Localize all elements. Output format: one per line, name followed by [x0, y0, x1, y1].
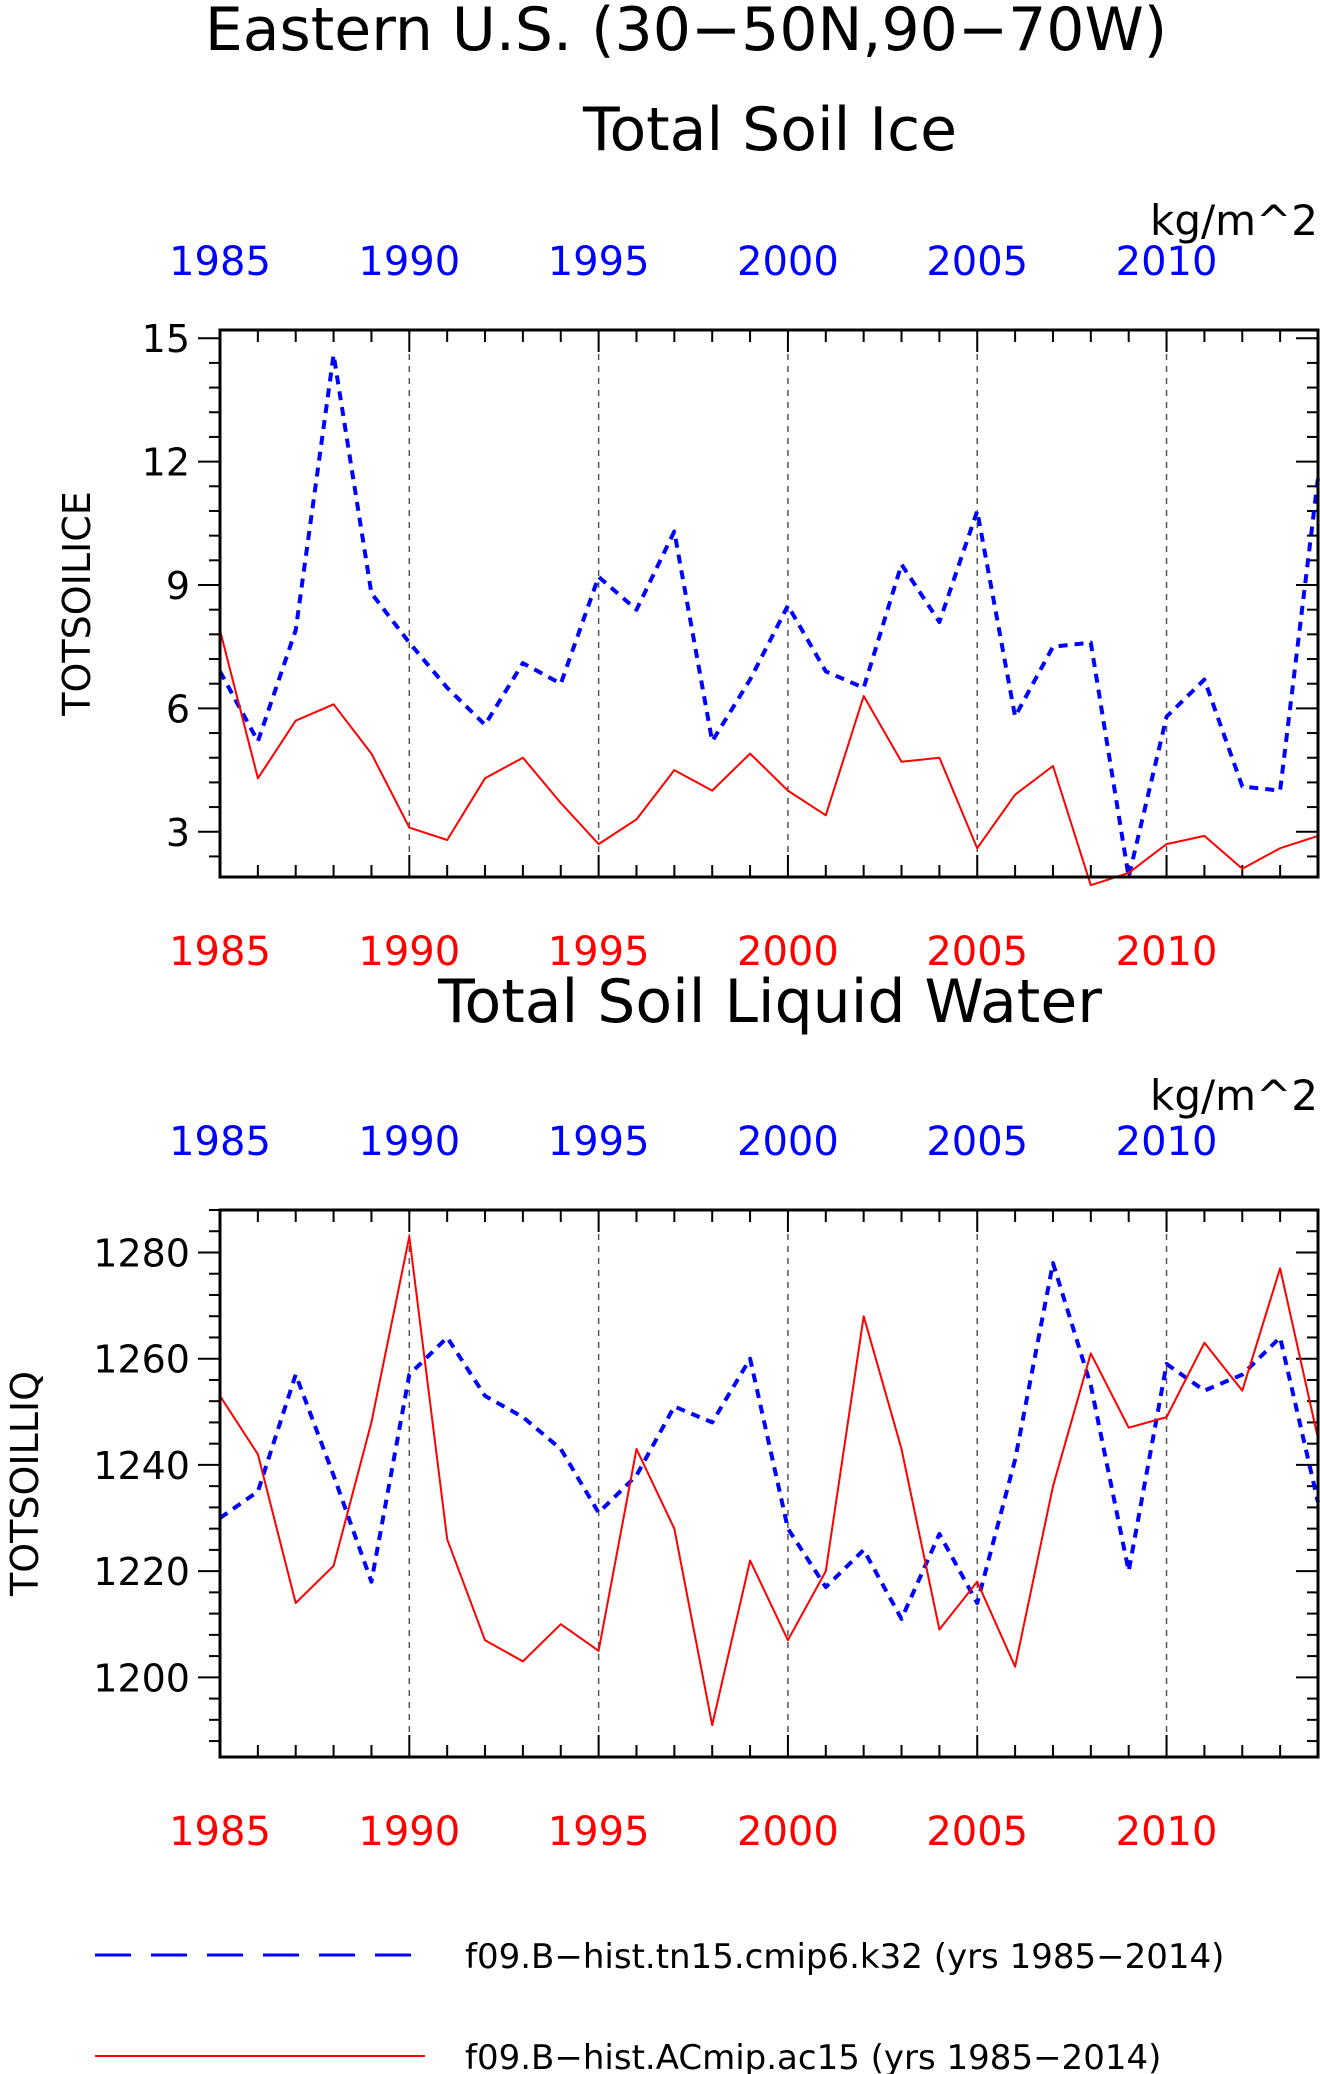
x-tick-label-bottom: 2000 [737, 1809, 839, 1855]
x-tick-label-top: 2000 [737, 239, 839, 285]
plot-frame [218, 328, 1320, 879]
y-tick-label: 12 [142, 441, 190, 485]
x-tick-label-top: 2000 [737, 1119, 839, 1165]
series-line-acmip [219, 629, 1319, 887]
y-tick-label: 1260 [93, 1338, 190, 1382]
y-tick-label: 1200 [93, 1656, 190, 1700]
legend-label-series-b: f09.B−hist.ACmip.ac15 (yrs 1985−2014) [465, 2038, 1161, 2074]
plot-frame [218, 1208, 1320, 1759]
y-tick-label: 15 [142, 317, 190, 361]
y-tick-label: 6 [166, 687, 190, 731]
x-tick-label-top: 1990 [358, 239, 460, 285]
x-tick-label-top: 1985 [169, 239, 271, 285]
x-tick-label-bottom: 1985 [169, 1809, 271, 1855]
x-tick-label-top: 1985 [169, 1119, 271, 1165]
x-tick-label-top: 2005 [926, 239, 1028, 285]
legend: f09.B−hist.tn15.cmip6.k32 (yrs 1985−2014… [95, 1937, 1224, 2074]
chart-total-soil-ice: Total Soil Ice kg/m^2 TOTSOILICE 3 6 9 12 15 198… [55, 95, 1320, 975]
y-tick-label: 1220 [93, 1550, 190, 1594]
chart-title: Total Soil Liquid Water [437, 967, 1102, 1037]
units-label: kg/m^2 [1150, 1071, 1318, 1120]
x-tick-label-bottom: 2000 [737, 929, 839, 975]
x-tick-label-bottom: 2010 [1116, 1809, 1218, 1855]
legend-label-series-a: f09.B−hist.tn15.cmip6.k32 (yrs 1985−2014… [465, 1937, 1224, 1977]
x-tick-label-bottom: 2010 [1116, 929, 1218, 975]
x-tick-label-top: 1995 [548, 1119, 650, 1165]
x-tick-label-top: 2010 [1116, 239, 1218, 285]
chart-title: Total Soil Ice [582, 95, 957, 165]
y-axis-title: TOTSOILICE [55, 491, 99, 717]
x-tick-label-top: 1990 [358, 1119, 460, 1165]
x-tick-label-bottom: 1995 [548, 1809, 650, 1855]
y-tick-label: 1240 [93, 1444, 190, 1488]
x-tick-label-bottom: 2005 [926, 1809, 1028, 1855]
x-tick-label-bottom: 1985 [169, 929, 271, 975]
x-tick-label-top: 1995 [548, 239, 650, 285]
series-line-acmip [219, 1235, 1319, 1727]
x-tick-label-bottom: 2005 [926, 929, 1028, 975]
x-tick-label-bottom: 1990 [358, 929, 460, 975]
series-line-cmip6 [218, 1261, 1320, 1621]
y-tick-label: 3 [166, 811, 190, 855]
page-title: Eastern U.S. (30−50N,90−70W) [205, 0, 1167, 65]
x-tick-label-top: 2005 [926, 1119, 1028, 1165]
chart-total-soil-liquid-water: Total Soil Liquid Water kg/m^2 TOTSOILLIQ 1… [3, 967, 1320, 1855]
x-tick-label-bottom: 1990 [358, 1809, 460, 1855]
y-axis-title: TOTSOILLIQ [3, 1371, 47, 1597]
x-tick-label-top: 2010 [1116, 1119, 1218, 1165]
x-tick-label-bottom: 1995 [548, 929, 650, 975]
units-label: kg/m^2 [1150, 196, 1318, 245]
y-tick-label: 1280 [93, 1231, 190, 1275]
y-tick-label: 9 [166, 564, 190, 608]
series-line-cmip6 [218, 352, 1320, 879]
